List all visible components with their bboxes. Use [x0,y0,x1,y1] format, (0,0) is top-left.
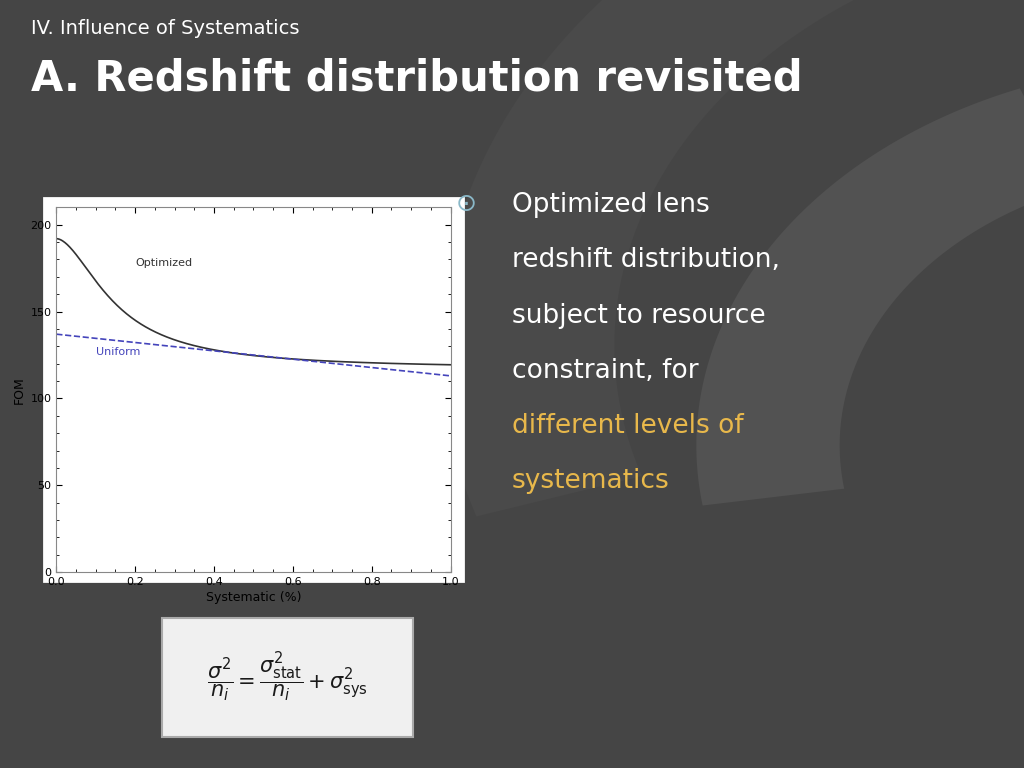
PathPatch shape [696,88,1024,505]
Text: Optimized lens: Optimized lens [512,192,710,218]
Text: redshift distribution,: redshift distribution, [512,247,780,273]
Text: Optimized: Optimized [135,258,193,269]
PathPatch shape [440,0,1024,516]
Text: systematics: systematics [512,468,670,495]
Text: ⊙: ⊙ [456,192,477,216]
X-axis label: Systematic (%): Systematic (%) [206,591,301,604]
Text: Uniform: Uniform [96,347,140,357]
Text: subject to resource: subject to resource [512,303,766,329]
Text: $\dfrac{\sigma^2}{n_i} = \dfrac{\sigma^2_{\mathrm{stat}}}{n_i} + \sigma^2_{\math: $\dfrac{\sigma^2}{n_i} = \dfrac{\sigma^2… [207,651,368,704]
Text: different levels of: different levels of [512,413,743,439]
Y-axis label: FOM: FOM [13,376,27,404]
Text: A. Redshift distribution revisited: A. Redshift distribution revisited [31,58,803,100]
Text: constraint, for: constraint, for [512,358,698,384]
Text: IV. Influence of Systematics: IV. Influence of Systematics [31,19,299,38]
